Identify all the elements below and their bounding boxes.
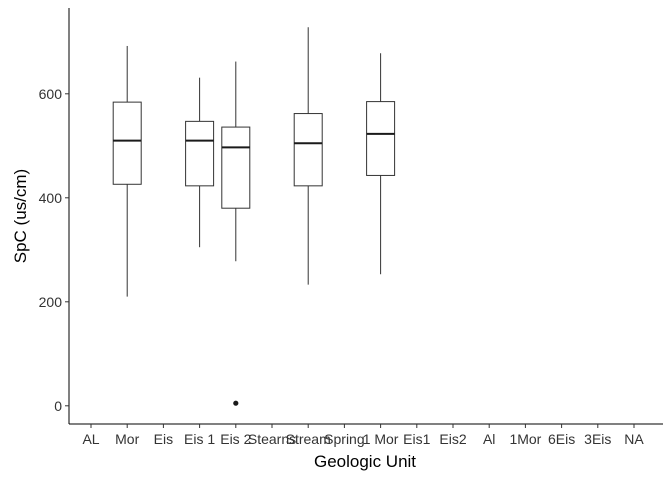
box-body — [112, 101, 142, 185]
box-body — [293, 113, 323, 187]
x-tick-label: 1Mor — [509, 431, 541, 447]
box-1-mor — [366, 53, 396, 275]
outlier-point — [233, 400, 239, 406]
x-tick-label: Stearns — [248, 431, 296, 447]
x-tick-label: Eis 1 — [184, 431, 215, 447]
x-axis-title: Geologic Unit — [314, 452, 416, 471]
x-tick-label: Eis — [154, 431, 173, 447]
y-tick-label: 200 — [39, 294, 63, 310]
x-tick-label: NA — [624, 431, 644, 447]
x-tick-label: Al — [483, 431, 495, 447]
box-body — [366, 101, 396, 176]
box-mor — [112, 45, 142, 297]
box-body — [221, 126, 251, 209]
x-tick-label: Eis 2 — [220, 431, 251, 447]
y-tick-label: 600 — [39, 86, 63, 102]
x-tick-label: 6Eis — [548, 431, 575, 447]
box-stream — [293, 27, 323, 285]
tick-marks: 0 200 400 600 AL Mor Eis Eis 1 Eis 2StearnsStrea… — [39, 86, 645, 447]
x-tick-label: Mor — [115, 431, 139, 447]
x-tick-label: Eis2 — [439, 431, 466, 447]
axes — [68, 8, 663, 425]
x-tick-label: 1 Mor — [363, 431, 399, 447]
x-tick-label: 3Eis — [584, 431, 611, 447]
box-eis-1 — [185, 77, 215, 248]
box-body — [185, 120, 215, 187]
box-marks — [112, 27, 396, 406]
box-eis-2 — [221, 61, 251, 406]
x-tick-label: Stream — [286, 431, 331, 447]
y-axis-title: SpC (us/cm) — [11, 169, 30, 263]
y-tick-label: 400 — [39, 190, 63, 206]
x-tick-label: AL — [82, 431, 99, 447]
y-tick-label: 0 — [54, 398, 62, 414]
x-tick-label: Spring — [324, 431, 364, 447]
x-tick-label: Eis1 — [403, 431, 430, 447]
